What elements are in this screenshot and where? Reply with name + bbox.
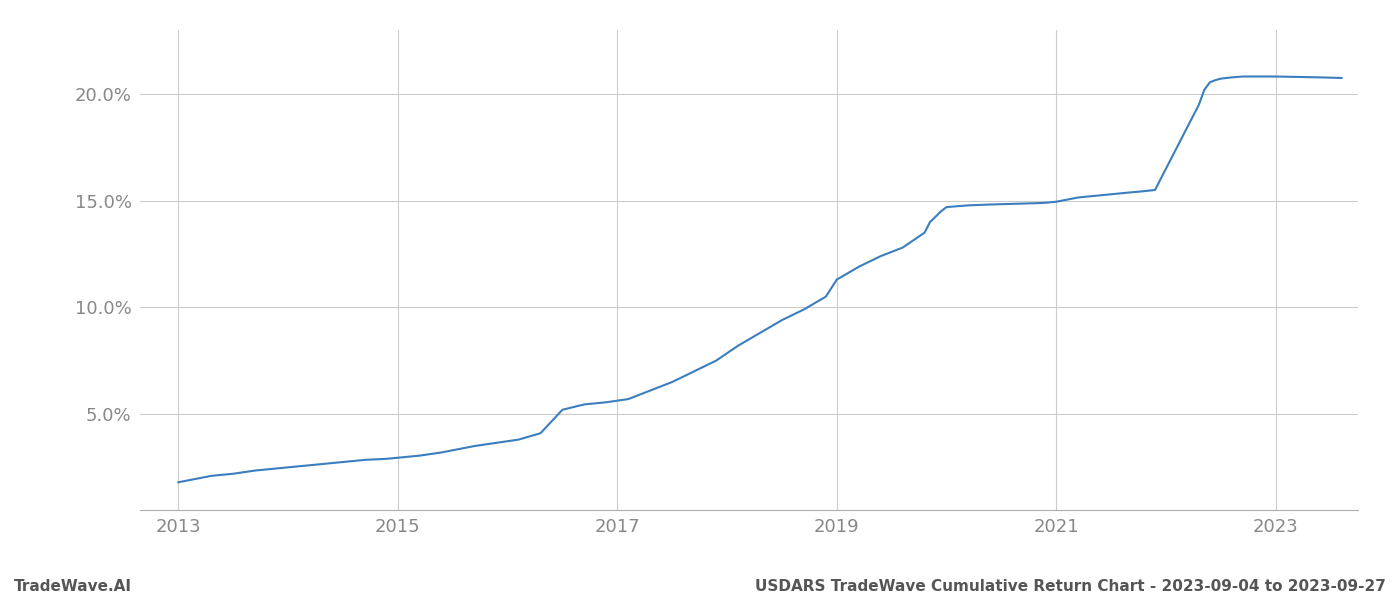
Text: TradeWave.AI: TradeWave.AI [14,579,132,594]
Text: USDARS TradeWave Cumulative Return Chart - 2023-09-04 to 2023-09-27: USDARS TradeWave Cumulative Return Chart… [755,579,1386,594]
